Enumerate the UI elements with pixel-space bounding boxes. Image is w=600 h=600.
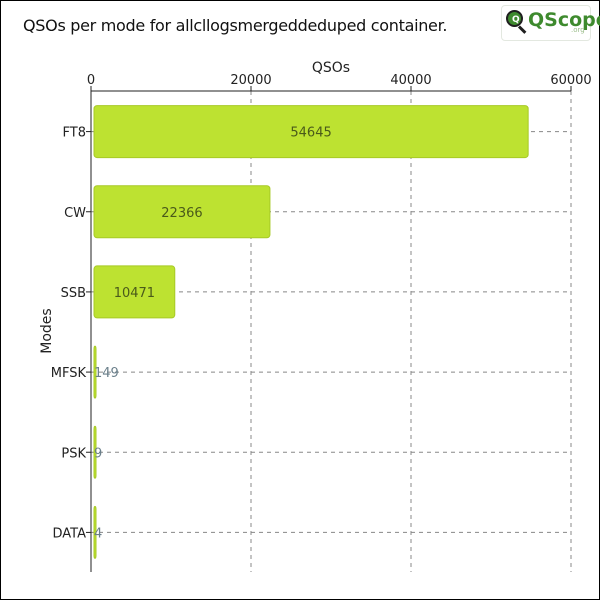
- bar: [93, 265, 176, 319]
- y-tick-label: MFSK: [51, 366, 87, 381]
- x-tick-label: 20000: [230, 73, 271, 88]
- chart-title: QSOs per mode for allcllogsmergeddeduped…: [23, 16, 448, 35]
- x-tick-label: 0: [87, 73, 95, 88]
- x-tick-label: 40000: [390, 73, 431, 88]
- y-axis-label: Modes: [39, 308, 55, 353]
- qscope-logo[interactable]: Q QScope .org: [501, 5, 600, 41]
- x-axis-label: QSOs: [312, 60, 350, 76]
- logo-lens-letter: Q: [512, 15, 520, 25]
- bar: [93, 105, 529, 159]
- bar: [93, 345, 97, 399]
- bar-layer: 54645 22366 10471 149 9 4: [93, 105, 529, 559]
- grid-layer: [91, 91, 572, 572]
- y-tick-label: PSK: [61, 446, 86, 461]
- bar-value-label: 149: [94, 366, 119, 381]
- bar: [93, 505, 97, 559]
- bar-value-label: 4: [94, 526, 102, 541]
- bar-value-label: 22366: [161, 206, 202, 221]
- axis-layer: 0 20000 40000 60000 FT8 CW SSB MFSK PSK DATA: [51, 73, 592, 572]
- logo-brand: QScope: [528, 9, 600, 31]
- bar-value-label: 10471: [114, 286, 155, 301]
- x-tick-label: 60000: [550, 73, 591, 88]
- bar: [93, 425, 97, 479]
- bar-value-label: 9: [94, 446, 102, 461]
- y-tick-label: CW: [64, 206, 86, 221]
- logo-domain: .org: [571, 26, 585, 34]
- bar-value-label: 54645: [290, 126, 331, 141]
- magnifier-icon: Q: [506, 10, 523, 27]
- y-tick-label: DATA: [53, 526, 87, 541]
- bar: [93, 185, 271, 239]
- y-tick-label: SSB: [61, 286, 86, 301]
- y-tick-label: FT8: [63, 126, 86, 141]
